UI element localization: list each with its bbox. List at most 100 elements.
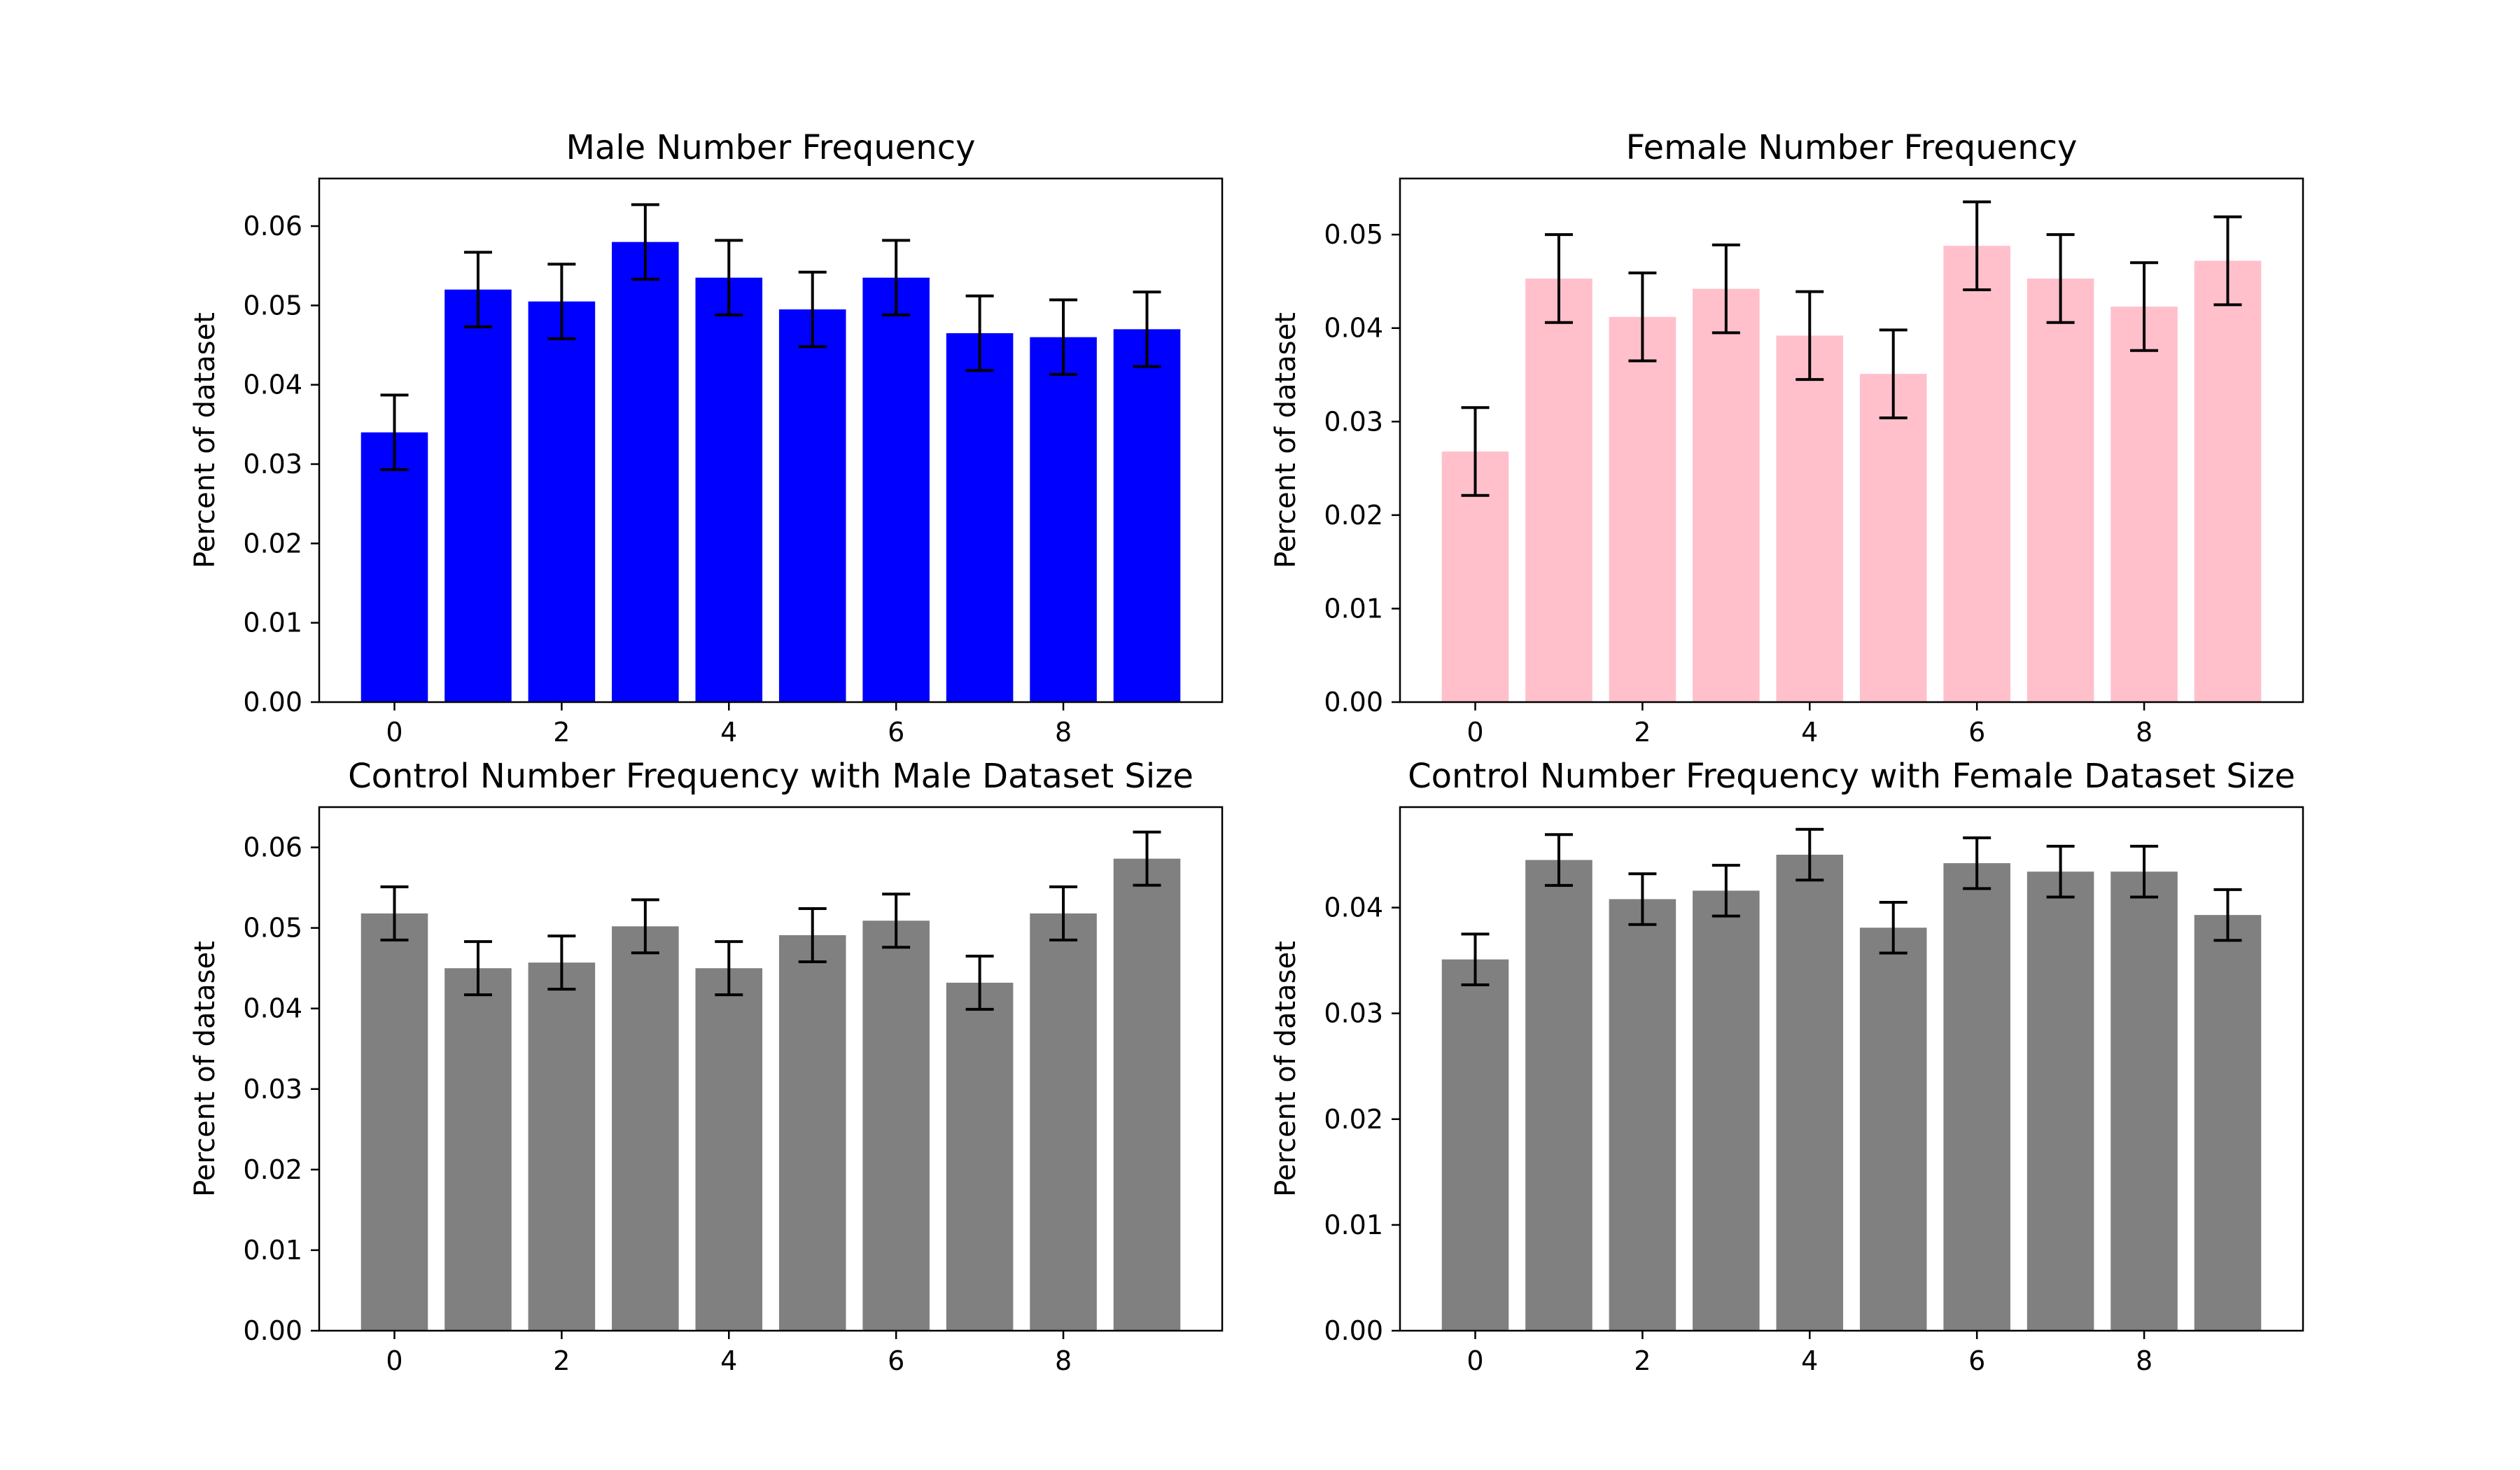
y-tick-label: 0.04 — [1324, 313, 1383, 344]
error-bar-4 — [1795, 827, 1824, 882]
chart-panel-3: 0 2 4 6 8 0.00 0.01 0.02 0.03 0.04 0.05 0.06 Control… — [189, 757, 1224, 1376]
error-bar-3 — [631, 203, 659, 281]
bar-8 — [2110, 306, 2178, 702]
bar-5 — [1859, 927, 1927, 1331]
y-tick-label: 0.01 — [243, 1235, 302, 1266]
error-bar-3 — [1712, 243, 1740, 335]
y-tick-label: 0.00 — [243, 1315, 302, 1346]
chart-panel-4: 0 2 4 6 8 0.00 0.01 0.02 0.03 0.04 Control Number … — [1270, 757, 2304, 1376]
y-axis-label: Percent of dataset — [189, 941, 221, 1197]
y-tick-label: 0.03 — [243, 449, 302, 479]
bar-0 — [1441, 959, 1509, 1331]
error-bar-4 — [1795, 290, 1824, 382]
bar-1 — [444, 968, 512, 1331]
error-bar-6 — [1963, 200, 1991, 291]
y-tick-label: 0.04 — [243, 993, 302, 1024]
error-bar-6 — [882, 892, 911, 949]
x-tick-label: 6 — [888, 717, 904, 748]
chart-panel-1: 0 2 4 6 8 0.00 0.01 0.02 0.03 0.04 0.05 0.06 Male Nu… — [189, 128, 1224, 748]
chart-title: Control Number Frequency with Female Dat… — [1408, 757, 2295, 796]
y-axis-label: Percent of dataset — [189, 312, 221, 568]
x-tick-label: 2 — [1634, 717, 1651, 748]
error-bar-5 — [1879, 901, 1907, 955]
bar-5 — [778, 309, 846, 702]
x-tick-label: 4 — [1801, 717, 1818, 748]
y-tick-label: 0.02 — [243, 1154, 302, 1185]
bar-6 — [862, 920, 930, 1331]
y-tick-label: 0.04 — [243, 370, 302, 400]
y-tick-label: 0.00 — [243, 687, 302, 718]
bar-6 — [1943, 246, 2010, 703]
error-bar-7 — [2046, 844, 2075, 899]
bar-4 — [695, 277, 763, 703]
y-tick-label: 0.02 — [1324, 500, 1383, 531]
error-bar-1 — [463, 251, 492, 328]
bar-7 — [946, 333, 1014, 702]
error-bar-7 — [965, 954, 994, 1011]
y-tick-label: 0.02 — [243, 528, 302, 559]
y-tick-label: 0.05 — [243, 290, 302, 321]
bar-6 — [1943, 863, 2010, 1331]
error-bar-8 — [1049, 298, 1078, 376]
error-bar-4 — [715, 239, 743, 316]
bar-4 — [1776, 335, 1844, 702]
error-bar-6 — [1963, 836, 1991, 890]
bar-6 — [862, 277, 930, 703]
x-tick-label: 8 — [1055, 1345, 1072, 1376]
chart-title: Male Number Frequency — [566, 128, 976, 167]
bar-7 — [946, 982, 1014, 1331]
chart-panel-2: 0 2 4 6 8 0.00 0.01 0.02 0.03 0.04 0.05 Female Numb… — [1270, 128, 2304, 748]
error-bar-4 — [715, 940, 743, 997]
bar-8 — [2110, 872, 2178, 1331]
x-tick-label: 6 — [888, 1345, 904, 1376]
y-tick-label: 0.00 — [1324, 687, 1383, 718]
x-tick-label: 8 — [1055, 717, 1072, 748]
bar-7 — [2026, 278, 2094, 703]
bar-2 — [528, 301, 596, 703]
bar-9 — [1113, 858, 1181, 1331]
bar-1 — [1525, 860, 1592, 1331]
bar-3 — [1693, 890, 1760, 1331]
error-bar-2 — [547, 262, 576, 340]
y-axis-label: Percent of dataset — [1270, 312, 1302, 568]
bar-8 — [1030, 337, 1097, 703]
bar-3 — [612, 241, 679, 703]
error-bar-3 — [631, 898, 659, 955]
error-bar-8 — [2130, 844, 2159, 899]
x-tick-label: 4 — [1801, 1345, 1818, 1376]
y-tick-label: 0.01 — [1324, 1210, 1383, 1240]
error-bar-9 — [1133, 290, 1161, 368]
y-tick-label: 0.01 — [1324, 593, 1383, 624]
x-tick-label: 4 — [720, 1345, 737, 1376]
error-bar-0 — [380, 393, 409, 471]
error-bar-7 — [2046, 233, 2075, 324]
error-bar-1 — [463, 940, 492, 997]
chart-title: Control Number Frequency with Male Datas… — [348, 757, 1194, 796]
error-bar-6 — [882, 239, 911, 316]
error-bar-8 — [1049, 885, 1078, 941]
bar-0 — [360, 432, 428, 702]
axes-frame — [318, 806, 1224, 1332]
x-tick-label: 6 — [1968, 717, 1985, 748]
axes-frame — [1399, 177, 2304, 704]
y-tick-label: 0.00 — [1324, 1315, 1383, 1346]
y-tick-label: 0.06 — [243, 211, 302, 241]
error-bar-7 — [965, 294, 994, 372]
bar-0 — [360, 913, 428, 1331]
x-tick-label: 0 — [1466, 717, 1483, 748]
bar-9 — [1113, 329, 1181, 702]
error-bar-2 — [1628, 872, 1657, 926]
error-bar-1 — [1544, 833, 1573, 887]
x-tick-label: 0 — [386, 1345, 402, 1376]
error-bar-0 — [1461, 406, 1490, 497]
error-bar-0 — [380, 885, 409, 941]
x-tick-label: 0 — [1466, 1345, 1483, 1376]
error-bar-0 — [1461, 932, 1490, 986]
bar-4 — [1776, 855, 1844, 1331]
bar-2 — [1609, 899, 1676, 1331]
error-bar-1 — [1544, 233, 1573, 324]
axes-frame — [318, 177, 1224, 704]
y-tick-label: 0.03 — [1324, 998, 1383, 1029]
x-tick-label: 8 — [2136, 1345, 2152, 1376]
